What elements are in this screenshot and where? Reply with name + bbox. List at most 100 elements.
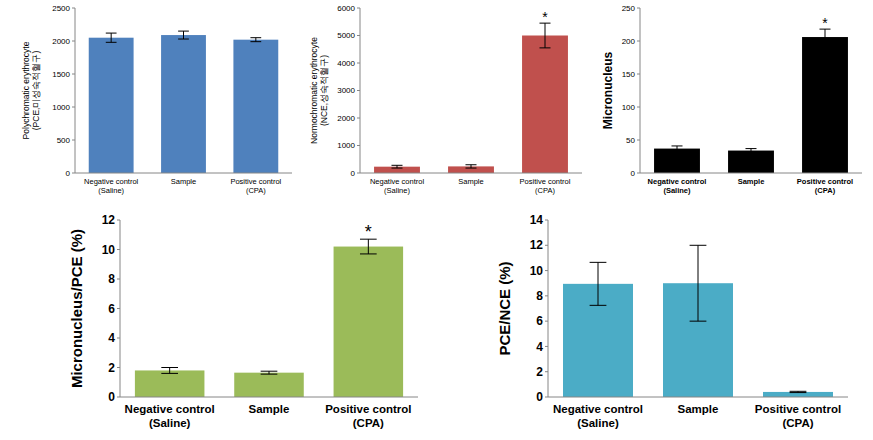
error-bar <box>690 245 707 321</box>
y-tick-label: 5000 <box>337 31 355 40</box>
y-tick-label: 8 <box>536 289 543 303</box>
bar <box>89 38 134 173</box>
error-bar <box>178 31 189 39</box>
x-axis <box>360 173 582 174</box>
x-tick-label: Sample <box>458 177 483 186</box>
y-tick-label: 2 <box>536 365 543 379</box>
y-tick-label: 0 <box>108 390 115 404</box>
y-axis-title: Normochromatic erythrocyte(NCE,성숙적혈구) <box>309 37 328 144</box>
plot-area <box>374 23 568 173</box>
y-tick-label: 200 <box>622 37 636 46</box>
y-tick <box>72 107 75 108</box>
y-tick <box>357 63 360 64</box>
error-bar <box>671 146 682 151</box>
y-tick-label: 4 <box>108 331 115 345</box>
bar <box>135 370 205 397</box>
x-tick-label: Positive control(CPA) <box>230 177 281 195</box>
y-tick-label: 6 <box>536 314 543 328</box>
y-tick <box>545 220 548 221</box>
y-tick <box>637 173 640 174</box>
y-tick-label: 100 <box>622 103 636 112</box>
significance-mark: * <box>365 222 372 242</box>
y-tick-label: 250 <box>622 4 636 13</box>
bar <box>728 151 774 173</box>
y-tick <box>357 35 360 36</box>
x-tick-label: Negative control(Saline) <box>370 177 425 195</box>
x-axis <box>120 397 418 398</box>
x-axis <box>75 173 292 174</box>
figure: 05001000150020002500Negative control(Sal… <box>0 0 873 440</box>
y-axis <box>75 8 76 173</box>
y-tick-label: 6000 <box>337 4 355 13</box>
y-tick <box>545 295 548 296</box>
x-tick-label: Positive control(CPA) <box>325 403 411 429</box>
y-tick <box>117 220 120 221</box>
y-tick <box>637 140 640 141</box>
y-tick <box>637 74 640 75</box>
x-tick-label: Sample <box>738 177 765 186</box>
y-tick <box>357 8 360 9</box>
y-tick <box>117 397 120 398</box>
bar <box>233 40 278 173</box>
plot-area <box>563 245 833 397</box>
y-tick <box>72 74 75 75</box>
bar <box>374 167 420 173</box>
error-bar <box>790 391 807 392</box>
error-bar <box>465 165 476 168</box>
error-bar <box>590 262 607 305</box>
bar <box>763 392 833 397</box>
y-tick-label: 500 <box>57 136 71 145</box>
y-tick-label: 4 <box>536 340 543 354</box>
plot-area <box>89 31 279 173</box>
y-axis <box>548 220 549 397</box>
y-tick <box>72 8 75 9</box>
y-tick <box>72 41 75 42</box>
y-tick-label: 2 <box>108 361 115 375</box>
y-tick <box>545 371 548 372</box>
x-tick-label: Positive control(CPA) <box>755 403 841 429</box>
y-axis <box>640 8 641 173</box>
y-tick <box>545 245 548 246</box>
error-bar <box>391 165 402 168</box>
x-tick-label: Sample <box>249 403 290 415</box>
y-tick-label: 14 <box>530 213 544 227</box>
bar <box>522 36 568 174</box>
y-tick <box>545 346 548 347</box>
y-tick <box>72 173 75 174</box>
x-axis <box>640 173 862 174</box>
y-tick <box>117 308 120 309</box>
y-tick-label: 2000 <box>337 114 355 123</box>
y-axis-title: Polychromatic erythrocyte(PCE,미성숙적혈구) <box>21 41 40 139</box>
y-tick <box>357 173 360 174</box>
y-tick <box>357 90 360 91</box>
y-tick <box>117 279 120 280</box>
x-tick-label: Negative control(Saline) <box>648 177 707 195</box>
bar-chart: 05001000150020002500Negative control(Sal… <box>21 4 292 195</box>
y-tick <box>545 397 548 398</box>
y-tick-label: 150 <box>622 70 636 79</box>
y-tick-label: 0 <box>66 169 71 178</box>
error-bar <box>261 371 278 374</box>
significance-mark: * <box>822 15 828 31</box>
y-tick-label: 10 <box>102 243 116 257</box>
bar <box>334 247 404 397</box>
y-tick <box>357 145 360 146</box>
y-tick-label: 0 <box>631 169 636 178</box>
y-tick <box>117 249 120 250</box>
y-tick-label: 50 <box>626 136 635 145</box>
x-tick-label: Sample <box>678 403 719 415</box>
bar <box>654 149 700 173</box>
x-tick-label: Positive control(CPA) <box>520 177 571 195</box>
error-bar <box>745 149 756 153</box>
y-tick-label: 12 <box>102 213 116 227</box>
y-tick-label: 2500 <box>52 4 70 13</box>
y-tick <box>357 118 360 119</box>
x-tick-label: Sample <box>171 177 196 186</box>
y-tick <box>117 367 120 368</box>
bar-chart: 02468101214Negative control(Saline)Sampl… <box>496 213 848 429</box>
y-tick-label: 1500 <box>52 70 70 79</box>
y-tick <box>637 107 640 108</box>
significance-mark: * <box>542 9 548 25</box>
y-tick-label: 1000 <box>337 141 355 150</box>
x-tick-label: Negative control(Saline) <box>84 177 139 195</box>
